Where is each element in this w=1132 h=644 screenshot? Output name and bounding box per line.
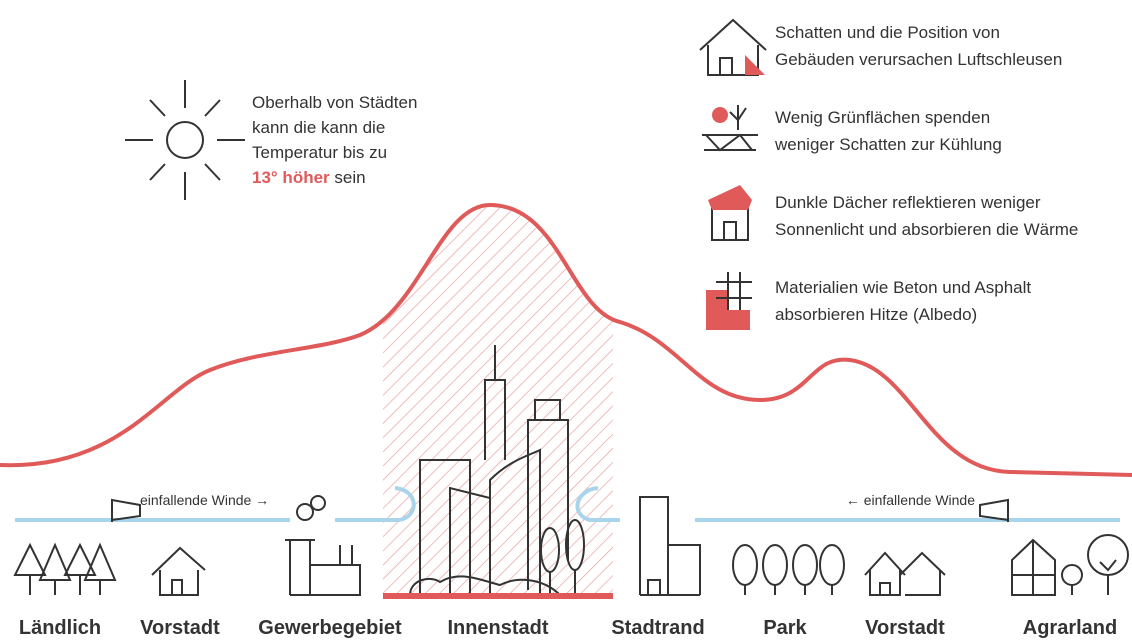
note-line: 13° höher sein: [252, 168, 366, 187]
note-line: Oberhalb von Städten: [252, 93, 417, 112]
legend-text: Wenig Grünflächen spenden: [775, 108, 990, 127]
zone-label: Park: [763, 617, 807, 639]
wind-label: ← einfallende Winde: [846, 492, 975, 508]
windsocks: [111, 498, 1009, 522]
legend-text: Gebäuden verursachen Luftschleusen: [775, 50, 1062, 69]
zone-label: Ländlich: [19, 617, 101, 639]
legend-text: absorbieren Hitze (Albedo): [775, 305, 977, 324]
legend-text: Sonnenlicht und absorbieren die Wärme: [775, 220, 1078, 239]
legend-text: Materialien wie Beton und Asphalt: [775, 278, 1031, 297]
wind-lines: [15, 486, 1120, 522]
heat-zone: [383, 205, 613, 595]
zone-label: Vorstadt: [865, 617, 945, 639]
landscape: [13, 345, 1129, 596]
note-line: Temperatur bis zu: [252, 143, 387, 162]
note-line: kann die kann die: [252, 118, 385, 137]
sun-icon: [125, 80, 245, 200]
note-highlight: 13° höher: [252, 168, 330, 187]
legend-icons: [699, 18, 767, 330]
legend-text: weniger Schatten zur Kühlung: [774, 135, 1002, 154]
zone-label: Innenstadt: [447, 617, 548, 639]
zone-label: Stadtrand: [611, 617, 704, 639]
note-tail: sein: [334, 168, 365, 187]
zone-label: Agrarland: [1023, 617, 1117, 639]
legend-text: Dunkle Dächer reflektieren weniger: [775, 193, 1041, 212]
legend-text: Schatten und die Position von: [775, 23, 1000, 42]
temperature-curve: [0, 202, 1132, 477]
wind-label: einfallende Winde →: [140, 492, 269, 508]
zone-label: Vorstadt: [140, 617, 220, 639]
ground-line: [383, 593, 613, 599]
zone-label: Gewerbegebiet: [258, 617, 402, 639]
